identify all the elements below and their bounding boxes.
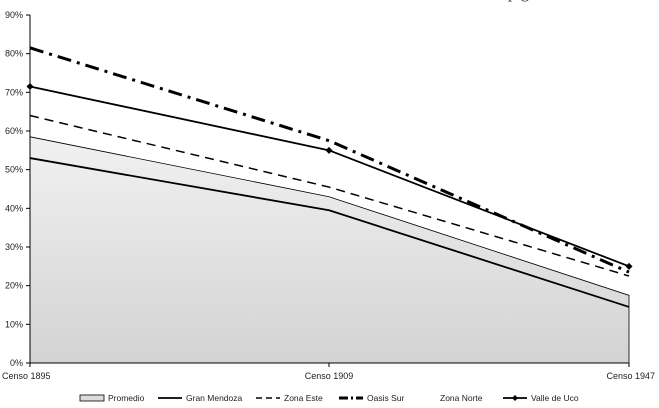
y-axis: 0% 10% 20% 30% 40% 50% 60% 70% 80% 90%: [5, 10, 31, 368]
x-tick-label: Censo 1947: [606, 371, 655, 381]
y-tick-label: 80%: [5, 49, 23, 59]
legend-label-valle-de-uco: Valle de Uco: [531, 393, 579, 403]
x-tick-label: Censo 1909: [305, 371, 354, 381]
plot-area: [26, 46, 633, 364]
x-axis: Censo 1895 Censo 1909 Censo 1947: [2, 362, 655, 381]
legend-swatch-promedio: [79, 394, 105, 402]
series-valle-de-uco-point: [325, 146, 333, 154]
x-tick-label: Censo 1895: [2, 371, 51, 381]
y-tick-label: 30%: [5, 242, 23, 252]
y-tick-label: 90%: [5, 10, 23, 20]
y-tick-label: 10%: [5, 319, 23, 329]
series-zona-este-line: [29, 114, 630, 277]
y-tick-label: 0%: [10, 358, 23, 368]
legend-label-oasis-sur: Oasis Sur: [367, 393, 404, 403]
y-tick-label: 50%: [5, 165, 23, 175]
y-tick-label: 70%: [5, 87, 23, 97]
top-text-fragment: p g: [508, 0, 530, 2]
y-tick-label: 20%: [5, 281, 23, 291]
series-gran-mendoza-line: [29, 157, 630, 308]
legend-label-gran-mendoza: Gran Mendoza: [186, 393, 242, 403]
legend-label-promedio: Promedio: [108, 393, 145, 403]
y-tick-label: 60%: [5, 126, 23, 136]
series-valle-de-uco-point: [625, 262, 633, 270]
y-tick-label: 40%: [5, 203, 23, 213]
legend-label-zona-este: Zona Este: [284, 393, 323, 403]
legend-marker-valle-de-uco: [512, 395, 518, 401]
legend-label-zona-norte: Zona Norte: [440, 393, 483, 403]
legend: Promedio Gran Mendoza Zona Este Oasis Sur Zo…: [79, 393, 579, 403]
